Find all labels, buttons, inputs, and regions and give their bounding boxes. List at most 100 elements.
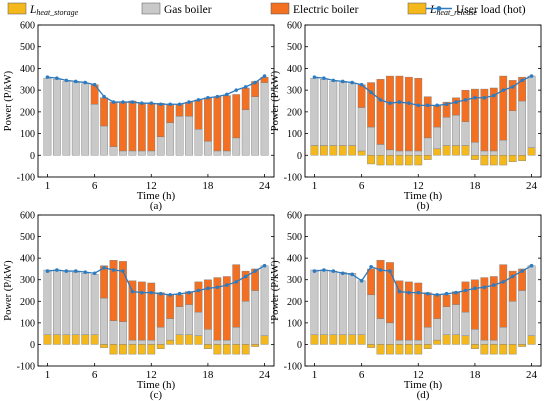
y-tick-label: 200 — [287, 297, 302, 308]
bar-electric-boiler — [471, 88, 479, 143]
bar-gas-boiler — [329, 81, 338, 146]
bar-gas-boiler — [119, 150, 127, 156]
y-tick-label: 300 — [20, 86, 35, 97]
bar-heat-storage — [71, 334, 80, 345]
user-load-point — [55, 76, 59, 80]
bar-gas-boiler — [90, 274, 99, 335]
bar-heat-storage — [357, 334, 366, 345]
bar-gas-boiler — [527, 75, 536, 148]
bar-heat-storage — [310, 145, 319, 156]
x-tick-label: 12 — [413, 180, 424, 192]
bar-electric-boiler — [414, 77, 423, 152]
bar-gas-boiler — [52, 269, 61, 335]
user-load-point — [510, 274, 515, 279]
user-load-point — [73, 269, 78, 273]
bar-heat-storage — [527, 147, 536, 156]
bar-electric-boiler — [423, 96, 432, 139]
bar-heat-release — [137, 344, 146, 355]
bar-gas-boiler — [241, 109, 250, 156]
bar-electric-boiler — [241, 87, 250, 110]
bar-electric-boiler — [175, 294, 184, 307]
bar-electric-boiler — [452, 97, 460, 116]
bar-gas-boiler — [376, 318, 385, 345]
bar-heat-storage — [442, 145, 451, 156]
bar-gas-boiler — [185, 115, 193, 156]
bar-heat-release — [128, 344, 137, 355]
bar-gas-boiler — [62, 81, 71, 156]
user-load-point — [225, 92, 229, 97]
panel-b: -100 0 100 200 300 400 500 600 1 6 12 18 24 Time (h)(… — [270, 21, 542, 212]
y-tick-label: -100 — [17, 362, 35, 373]
user-load-point — [520, 269, 524, 273]
y-tick-label: 300 — [20, 275, 35, 286]
bar-gas-boiler — [319, 269, 328, 335]
user-load-point — [121, 269, 125, 273]
user-load-point — [45, 75, 50, 79]
y-axis-label: Power (P/kW) — [270, 70, 281, 131]
bar-electric-boiler — [166, 104, 175, 123]
bar-gas-boiler — [232, 326, 241, 345]
y-tick-label: 400 — [287, 64, 302, 75]
bar-gas-boiler — [175, 115, 184, 156]
user-load-point — [369, 264, 373, 269]
bar-electric-boiler — [213, 277, 222, 341]
user-load-point — [407, 290, 411, 295]
bar-heat-release — [376, 344, 385, 355]
x-tick-label: 6 — [92, 369, 98, 381]
user-load-point — [243, 85, 248, 89]
bar-gas-boiler — [461, 311, 470, 337]
bar-gas-boiler — [128, 150, 137, 156]
user-load-point — [378, 268, 383, 272]
bar-heat-storage — [175, 334, 184, 345]
bar-gas-boiler — [395, 339, 404, 345]
bar-gas-boiler — [461, 121, 470, 146]
user-load-point — [492, 93, 496, 98]
bar-gas-boiler — [43, 269, 52, 335]
bar-electric-boiler — [241, 270, 250, 302]
y-tick-label: 100 — [287, 129, 302, 140]
bar-electric-boiler — [251, 268, 260, 291]
user-load-point — [435, 293, 439, 297]
legend-label-heat_storage: Lheat_storage — [29, 4, 79, 17]
user-load-point — [121, 100, 125, 104]
bar-gas-boiler — [338, 271, 347, 335]
bar-heat-release — [109, 344, 118, 355]
bar-electric-boiler — [204, 97, 212, 142]
bar-heat-release — [213, 344, 222, 355]
bar-heat-release — [241, 344, 250, 355]
user-load-point — [92, 82, 97, 87]
bar-gas-boiler — [442, 306, 451, 335]
y-tick-label: 100 — [20, 129, 35, 140]
bar-gas-boiler — [100, 297, 108, 345]
bar-gas-boiler — [222, 339, 231, 345]
bar-electric-boiler — [100, 265, 108, 299]
bar-heat-storage — [527, 335, 536, 345]
bar-electric-boiler — [423, 292, 432, 328]
bar-heat-release — [367, 344, 375, 348]
y-tick-label: 100 — [287, 318, 302, 329]
bar-gas-boiler — [319, 79, 328, 146]
bar-electric-boiler — [395, 280, 404, 341]
bar-heat-release — [395, 155, 404, 166]
user-load-point — [416, 290, 421, 295]
x-tick-label: 18 — [202, 369, 214, 381]
bar-gas-boiler — [489, 150, 498, 156]
bar-heat-release — [251, 344, 260, 347]
bar-heat-storage — [62, 334, 71, 345]
user-load-point — [102, 94, 106, 99]
bar-heat-storage — [357, 150, 366, 156]
bar-gas-boiler — [109, 146, 118, 156]
legend-swatch-heat_release — [407, 2, 427, 15]
user-load-point — [187, 290, 191, 295]
bar-electric-boiler — [147, 102, 156, 152]
bar-heat-storage — [310, 334, 319, 345]
y-tick-label: 200 — [20, 297, 35, 308]
bar-gas-boiler — [348, 83, 357, 146]
user-load-point — [130, 289, 135, 294]
user-load-point — [83, 80, 87, 85]
legend-entry-electric: Electric boiler — [270, 2, 359, 16]
user-load-point — [243, 274, 248, 279]
legend-label-load: User load (hot) — [456, 4, 526, 16]
bar-gas-boiler — [508, 301, 517, 345]
y-axis-label: Power (P/kW) — [3, 70, 14, 131]
